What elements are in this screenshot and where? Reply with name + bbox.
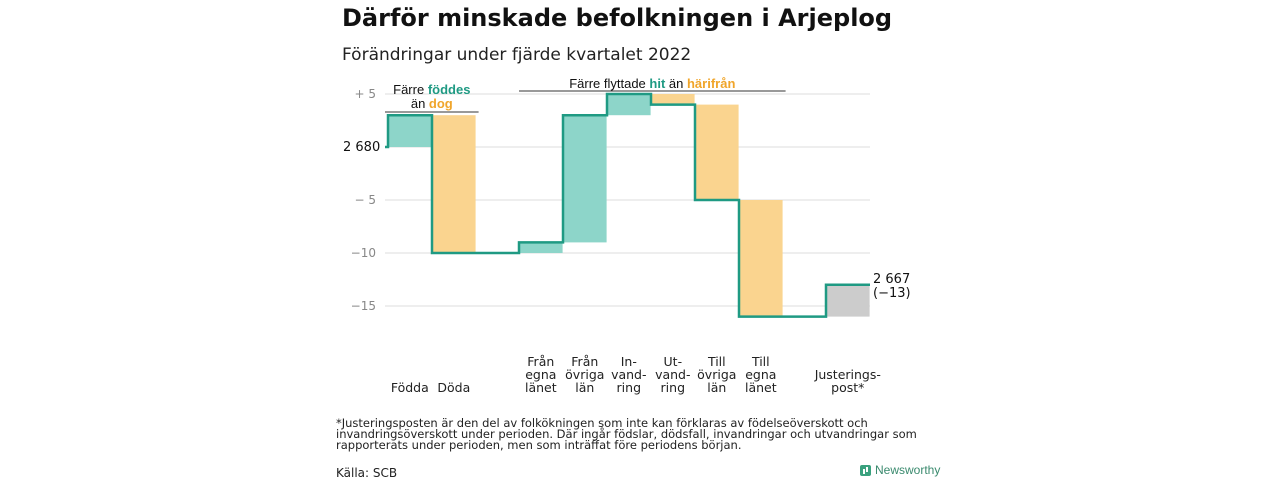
category-label: Från bbox=[527, 354, 554, 369]
waterfall-bar bbox=[563, 115, 607, 243]
category-label: egna bbox=[745, 367, 776, 382]
category-label: Till bbox=[751, 354, 770, 369]
annotation-text: än dog bbox=[411, 96, 453, 111]
annotation-fragment: härifrån bbox=[687, 76, 735, 91]
category-label: län bbox=[707, 380, 726, 395]
category-label: ring bbox=[661, 380, 685, 395]
waterfall-bar bbox=[826, 284, 870, 317]
category-label: vand- bbox=[611, 367, 646, 382]
y-tick-label: −15 bbox=[351, 299, 376, 313]
waterfall-bar bbox=[432, 115, 476, 253]
category-label: vand- bbox=[655, 367, 690, 382]
brand-logo: Newsworthy bbox=[860, 463, 940, 477]
chart-title: Därför minskade befolkningen i Arjeplog bbox=[342, 4, 893, 32]
waterfall-bar bbox=[607, 94, 651, 116]
y-tick-label: + 5 bbox=[354, 87, 376, 101]
waterfall-bar bbox=[651, 94, 695, 105]
start-value-label: 2 680 bbox=[343, 140, 380, 155]
y-tick-label: −10 bbox=[351, 246, 376, 260]
waterfall-bar bbox=[519, 242, 563, 253]
category-label: post* bbox=[831, 380, 864, 395]
annotation-fragment: Färre bbox=[393, 82, 428, 97]
annotation-fragment: än bbox=[665, 76, 687, 91]
category-label: övriga bbox=[565, 367, 604, 382]
brand-name: Newsworthy bbox=[875, 463, 941, 477]
end-change-label: (−13) bbox=[873, 286, 911, 301]
annotation-fragment: föddes bbox=[428, 82, 471, 97]
category-label: övriga bbox=[697, 367, 736, 382]
waterfall-bar bbox=[388, 115, 432, 147]
end-value-label: 2 667 bbox=[873, 272, 910, 287]
y-tick-label: − 5 bbox=[354, 193, 376, 207]
category-label: In- bbox=[621, 354, 637, 369]
category-label: Justerings- bbox=[814, 367, 881, 382]
annotation-fragment: än bbox=[411, 96, 429, 111]
category-label: länet bbox=[745, 380, 777, 395]
source-credit: Källa: SCB bbox=[336, 466, 398, 480]
annotation-fragment: Färre flyttade bbox=[569, 76, 649, 91]
category-label: egna bbox=[525, 367, 556, 382]
chart-subtitle: Förändringar under fjärde kvartalet 2022 bbox=[342, 45, 692, 65]
annotation-fragment: hit bbox=[649, 76, 666, 91]
category-label: Döda bbox=[437, 380, 470, 395]
category-label: Till bbox=[707, 354, 726, 369]
step-line bbox=[385, 92, 870, 318]
waterfall-bar bbox=[695, 104, 739, 200]
category-label: Ut- bbox=[664, 354, 683, 369]
category-label: Från bbox=[571, 354, 598, 369]
annotation-text: Färre föddes bbox=[393, 82, 470, 97]
annotation-fragment: dog bbox=[429, 96, 453, 111]
category-label: länet bbox=[525, 380, 557, 395]
category-label: Födda bbox=[391, 380, 429, 395]
waterfall-bar bbox=[739, 200, 783, 317]
category-label: ring bbox=[617, 380, 641, 395]
newsworthy-icon bbox=[860, 464, 871, 476]
category-label: län bbox=[575, 380, 594, 395]
footnote: *Justeringsposten är den del av folkökni… bbox=[336, 416, 917, 452]
annotation-text: Färre flyttade hit än härifrån bbox=[569, 76, 735, 91]
